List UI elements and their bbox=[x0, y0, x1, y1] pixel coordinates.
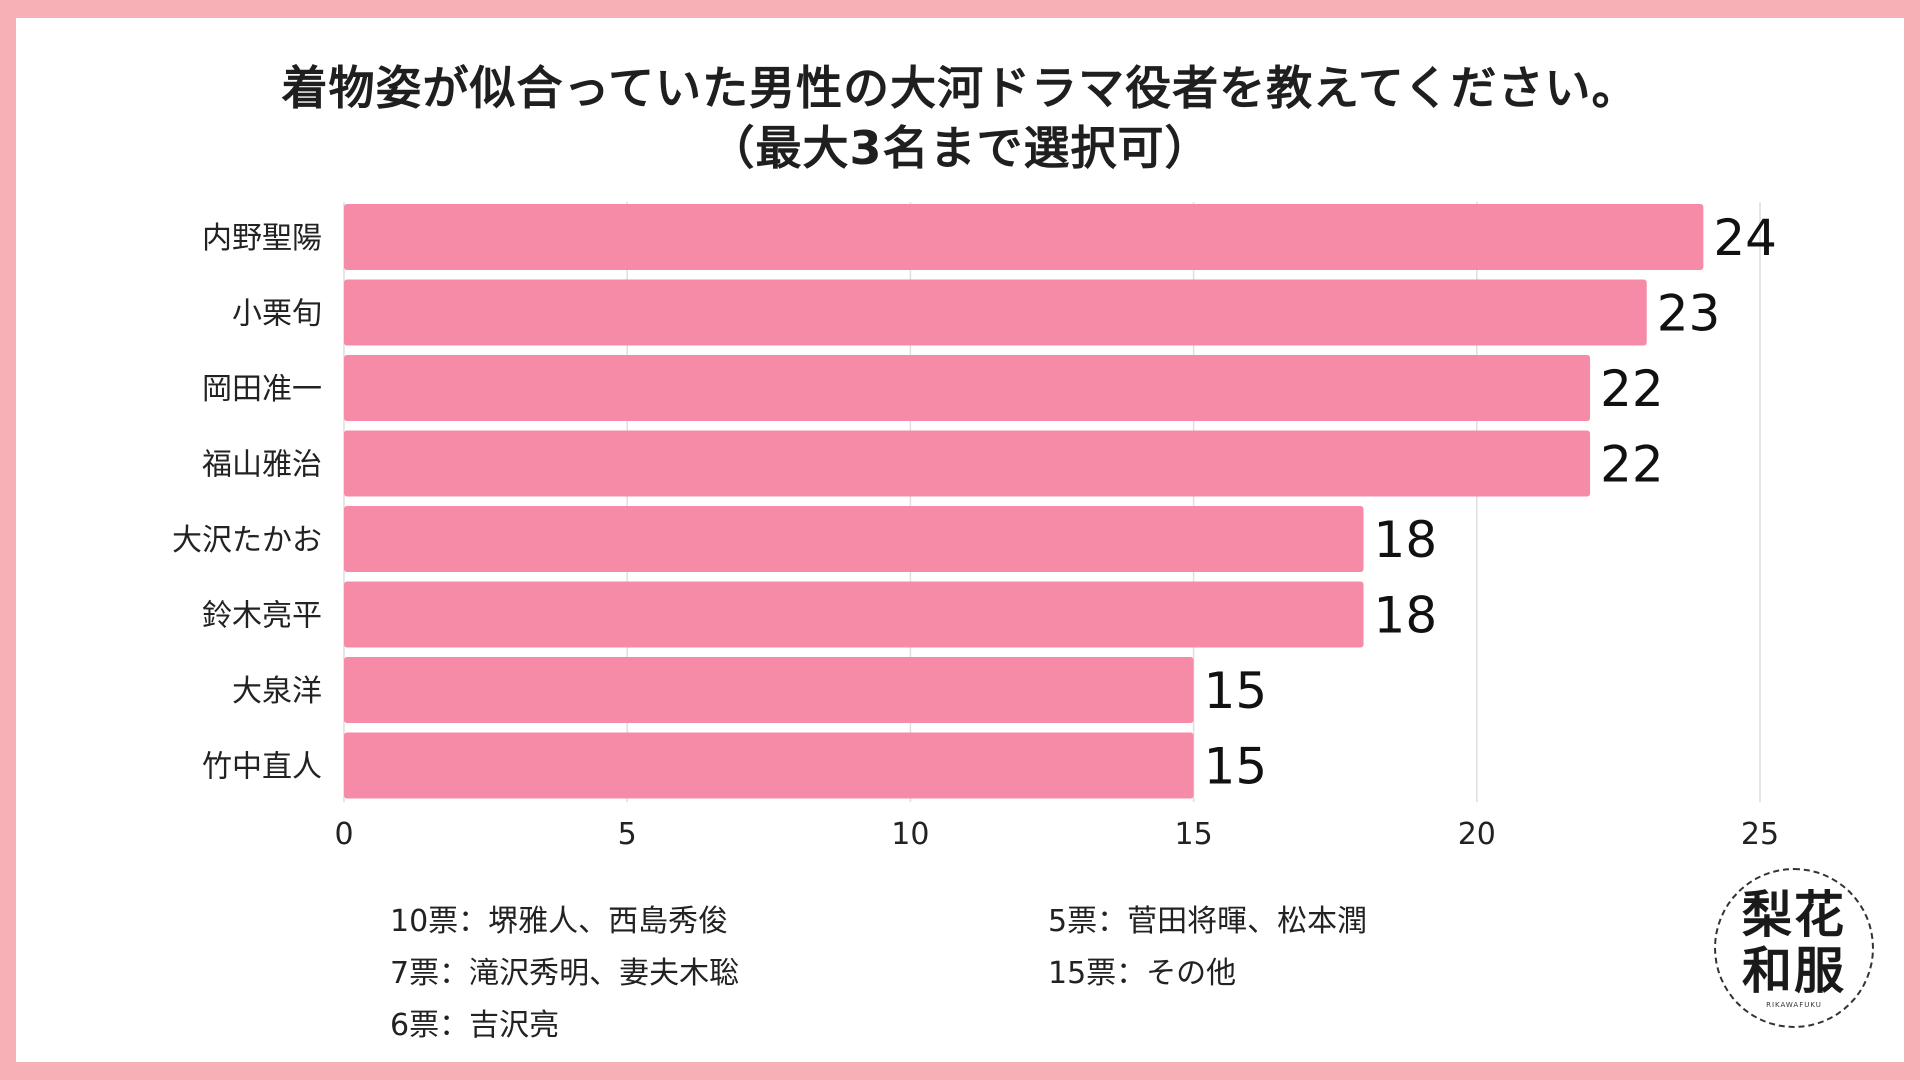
chart-frame: 着物姿が似合っていた男性の大河ドラマ役者を教えてください。 （最大3名まで選択可… bbox=[16, 18, 1904, 1062]
data-label: 18 bbox=[1374, 511, 1438, 569]
note-right-2: 15票：その他 bbox=[1048, 956, 1237, 991]
notes-right: 5票：菅田将暉、松本潤 15票：その他 bbox=[1048, 896, 1367, 1000]
x-tick-label: 15 bbox=[1175, 817, 1213, 852]
category-label: 竹中直人 bbox=[202, 750, 322, 785]
note-right-1: 5票：菅田将暉、松本潤 bbox=[1048, 904, 1368, 939]
bar bbox=[344, 355, 1591, 421]
category-label: 内野聖陽 bbox=[202, 221, 322, 256]
x-tick-label: 25 bbox=[1741, 817, 1779, 852]
note-left-3: 6票：吉沢亮 bbox=[390, 1008, 560, 1043]
notes-left: 10票：堺雅人、西島秀俊 7票：滝沢秀明、妻夫木聡 6票：吉沢亮 bbox=[390, 896, 739, 1052]
brand-logo-icon: 梨花 和服 RIKAWAFUKU bbox=[1714, 868, 1874, 1028]
bar bbox=[344, 204, 1704, 270]
logo-text-bottom: 和服 bbox=[1742, 942, 1846, 1000]
logo-text-top: 梨花 bbox=[1742, 886, 1846, 944]
category-label: 岡田准一 bbox=[202, 372, 322, 407]
data-label: 23 bbox=[1657, 285, 1721, 343]
data-label: 24 bbox=[1713, 209, 1777, 267]
x-tick-label: 5 bbox=[618, 817, 637, 852]
logo-caption: RIKAWAFUKU bbox=[1766, 1001, 1822, 1009]
note-left-1: 10票：堺雅人、西島秀俊 bbox=[390, 904, 729, 939]
chart-title-block: 着物姿が似合っていた男性の大河ドラマ役者を教えてください。 （最大3名まで選択可… bbox=[16, 58, 1904, 178]
x-tick-label: 20 bbox=[1458, 817, 1496, 852]
chart-title: 着物姿が似合っていた男性の大河ドラマ役者を教えてください。 bbox=[281, 61, 1639, 115]
data-label: 22 bbox=[1600, 360, 1664, 418]
category-label: 福山雅治 bbox=[202, 448, 322, 483]
bar-chart: 0 5 10 15 20 25 内野聖陽 24 小栗旬 23 岡田准一 22 福山雅治 22 大沢たかお 18… bbox=[172, 202, 1779, 852]
category-label: 大沢たかお bbox=[172, 523, 322, 558]
data-label: 22 bbox=[1600, 436, 1664, 494]
x-tick-label: 0 bbox=[334, 817, 353, 852]
note-left-2: 7票：滝沢秀明、妻夫木聡 bbox=[390, 956, 740, 991]
bar bbox=[344, 732, 1194, 799]
bar bbox=[344, 657, 1194, 723]
bar bbox=[344, 506, 1364, 572]
x-tick-label: 10 bbox=[891, 817, 929, 852]
data-label: 15 bbox=[1204, 662, 1268, 720]
category-label: 小栗旬 bbox=[232, 297, 322, 332]
category-label: 大泉洋 bbox=[232, 674, 322, 709]
data-label: 18 bbox=[1374, 587, 1438, 645]
chart-subtitle: （最大3名まで選択可） bbox=[708, 121, 1212, 175]
bar bbox=[344, 581, 1364, 648]
bar bbox=[344, 430, 1591, 497]
data-label: 15 bbox=[1204, 738, 1268, 796]
bar bbox=[344, 279, 1647, 346]
category-label: 鈴木亮平 bbox=[202, 599, 322, 634]
